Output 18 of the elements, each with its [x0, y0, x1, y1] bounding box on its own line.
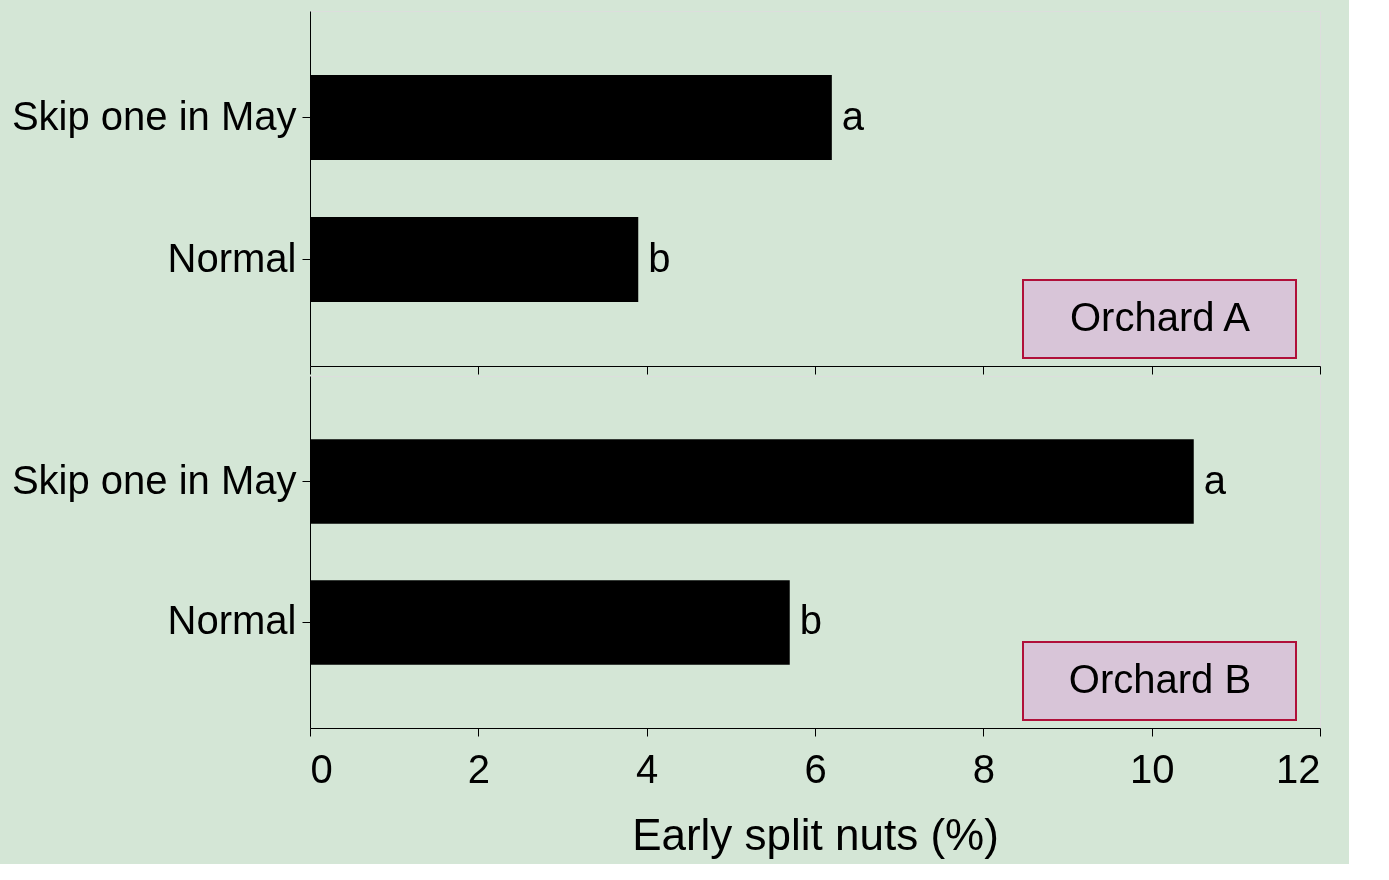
x-tick-label: 8 — [972, 746, 995, 791]
x-tick-label: 12 — [1276, 746, 1321, 791]
x-tick-label: 2 — [467, 746, 490, 791]
y-tick-label: Skip one in May — [11, 457, 297, 502]
x-tick-label: 4 — [636, 746, 659, 791]
x-tick-label: 6 — [804, 746, 827, 791]
y-tick-label: Normal — [167, 598, 297, 643]
data-label: a — [841, 93, 865, 138]
data-label: a — [1203, 457, 1227, 502]
annotation: Orchard B — [1068, 657, 1252, 701]
data-label: b — [799, 598, 822, 643]
x-tick-label: 0 — [310, 746, 333, 791]
data-label: b — [648, 235, 671, 280]
x-tick-label: 10 — [1129, 746, 1175, 791]
y-tick-label: Normal — [167, 235, 297, 280]
x-axis-title: Early split nuts (%) — [632, 809, 999, 859]
y-tick-label: Skip one in May — [11, 93, 297, 138]
annotation: Orchard A — [1069, 295, 1251, 339]
